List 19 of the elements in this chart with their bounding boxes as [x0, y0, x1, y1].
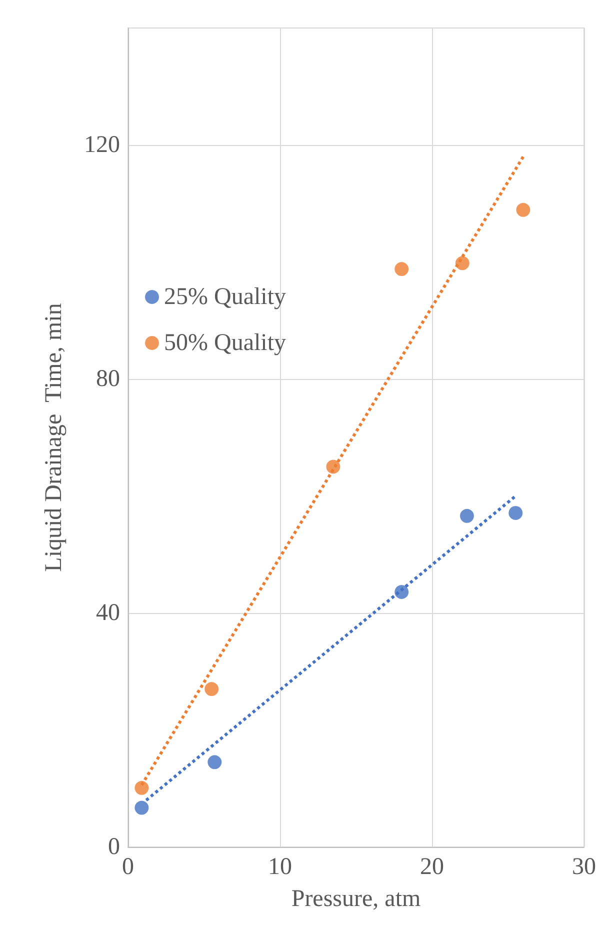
point	[208, 755, 222, 770]
x-tick-label: 30	[572, 854, 596, 880]
point	[460, 508, 474, 523]
y-axis-title: Liquid Drainage Time, min	[41, 303, 67, 572]
point	[204, 682, 219, 696]
legend-label: 25% Quality	[164, 284, 286, 310]
point	[508, 506, 523, 520]
y-tick-label: 0	[108, 834, 120, 860]
y-tick-label: 120	[84, 132, 120, 158]
point	[516, 202, 530, 217]
legend-label: 50% Quality	[164, 330, 286, 356]
point	[134, 800, 149, 815]
x-tick-label: 20	[420, 854, 444, 880]
x-axis-title: Pressure, atm	[291, 886, 421, 912]
y-tick-label: 40	[96, 600, 120, 626]
point	[394, 262, 409, 276]
x-tick-label: 10	[268, 854, 292, 880]
y-tick-label: 80	[96, 366, 120, 392]
point	[134, 780, 149, 795]
